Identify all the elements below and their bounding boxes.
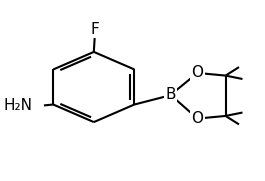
Text: F: F bbox=[91, 22, 99, 37]
Text: H₂N: H₂N bbox=[3, 98, 32, 113]
Text: B: B bbox=[165, 87, 176, 102]
Text: O: O bbox=[192, 66, 204, 81]
Text: O: O bbox=[192, 111, 204, 126]
